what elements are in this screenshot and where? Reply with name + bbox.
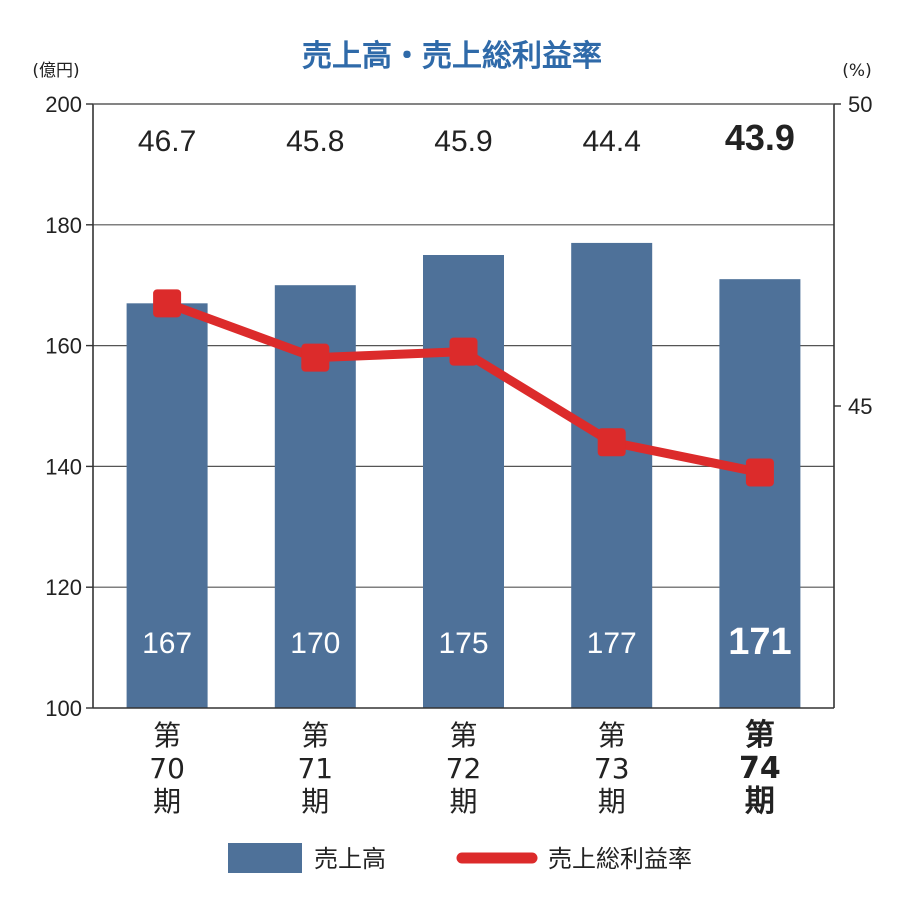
left-tick-label: 200 xyxy=(45,92,82,117)
line-marker xyxy=(449,337,478,366)
bar-value-label: 171 xyxy=(728,621,791,663)
axes: 100 120 140 160 180 200 45 50 xyxy=(45,92,872,721)
bar xyxy=(719,279,801,708)
bar-value-label: 167 xyxy=(142,627,192,660)
category-label: 第 xyxy=(153,719,181,752)
line-value-label: 44.4 xyxy=(583,125,641,158)
line-value-label: 45.9 xyxy=(434,125,492,158)
line-marker xyxy=(153,289,182,318)
category-label: 第 xyxy=(449,719,477,752)
left-tick-label: 180 xyxy=(45,213,82,238)
left-tick-label: 120 xyxy=(45,575,82,600)
left-tick-label: 100 xyxy=(45,696,82,721)
legend-bar-swatch xyxy=(228,843,302,873)
chart-title: 売上高・売上総利益率 xyxy=(302,39,602,74)
category-label: 第 xyxy=(301,719,329,752)
category-label: 74 xyxy=(739,751,781,786)
category-label: 期 xyxy=(153,785,181,818)
left-axis-unit: (億円) xyxy=(32,61,79,81)
line-value-label: 43.9 xyxy=(725,117,795,158)
line-value-label: 46.7 xyxy=(138,125,196,158)
category-label: 第 xyxy=(745,718,775,753)
category-label: 期 xyxy=(745,784,775,819)
bar-value-label: 175 xyxy=(438,627,488,660)
category-label: 70 xyxy=(149,752,185,785)
right-tick-label: 50 xyxy=(848,92,872,117)
bar-value-label: 170 xyxy=(290,627,340,660)
bar xyxy=(126,303,208,708)
left-tick-label: 160 xyxy=(45,334,82,359)
category-label: 72 xyxy=(446,752,482,785)
category-label: 期 xyxy=(301,785,329,818)
line-series xyxy=(153,289,774,487)
bar-value-label: 177 xyxy=(587,627,637,660)
category-label: 第 xyxy=(598,719,626,752)
right-axis-unit: (%) xyxy=(842,61,871,81)
category-label: 期 xyxy=(449,785,477,818)
category-label: 71 xyxy=(297,752,333,785)
bar xyxy=(571,242,653,709)
category-label: 73 xyxy=(594,752,630,785)
line-marker xyxy=(597,428,626,457)
left-tick-label: 140 xyxy=(45,454,82,479)
category-label: 期 xyxy=(598,785,626,818)
bar xyxy=(423,255,504,708)
line-marker xyxy=(301,343,330,372)
line-marker xyxy=(745,458,774,487)
line-value-label: 45.8 xyxy=(286,125,344,158)
right-tick-label: 45 xyxy=(848,394,872,419)
legend-bar-label: 売上高 xyxy=(314,845,386,873)
legend-line-label: 売上総利益率 xyxy=(548,845,692,873)
legend: 売上高 売上総利益率 xyxy=(228,843,692,873)
